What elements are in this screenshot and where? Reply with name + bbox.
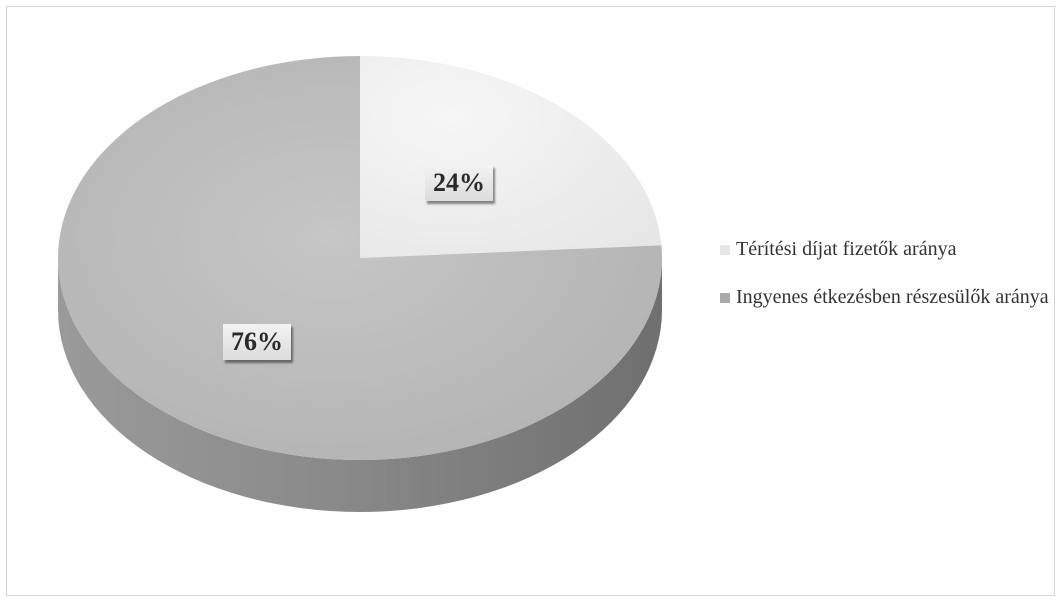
- legend-swatch-1: [720, 245, 730, 255]
- legend: Térítési díjat fizetők aránya Ingyenes é…: [720, 236, 1050, 332]
- legend-item: Ingyenes étkezésben részesülők aránya: [720, 284, 1050, 310]
- pie-side: [58, 258, 662, 512]
- pie-slice-1: [360, 56, 662, 258]
- data-label-slice-2: 76%: [223, 324, 291, 360]
- pie-slice-2: [58, 56, 663, 460]
- legend-label-2: Ingyenes étkezésben részesülők aránya: [736, 286, 1049, 308]
- legend-item: Térítési díjat fizetők aránya: [720, 236, 1050, 262]
- legend-swatch-2: [720, 293, 730, 303]
- data-label-slice-1: 24%: [425, 165, 493, 201]
- legend-label-1: Térítési díjat fizetők aránya: [736, 238, 957, 260]
